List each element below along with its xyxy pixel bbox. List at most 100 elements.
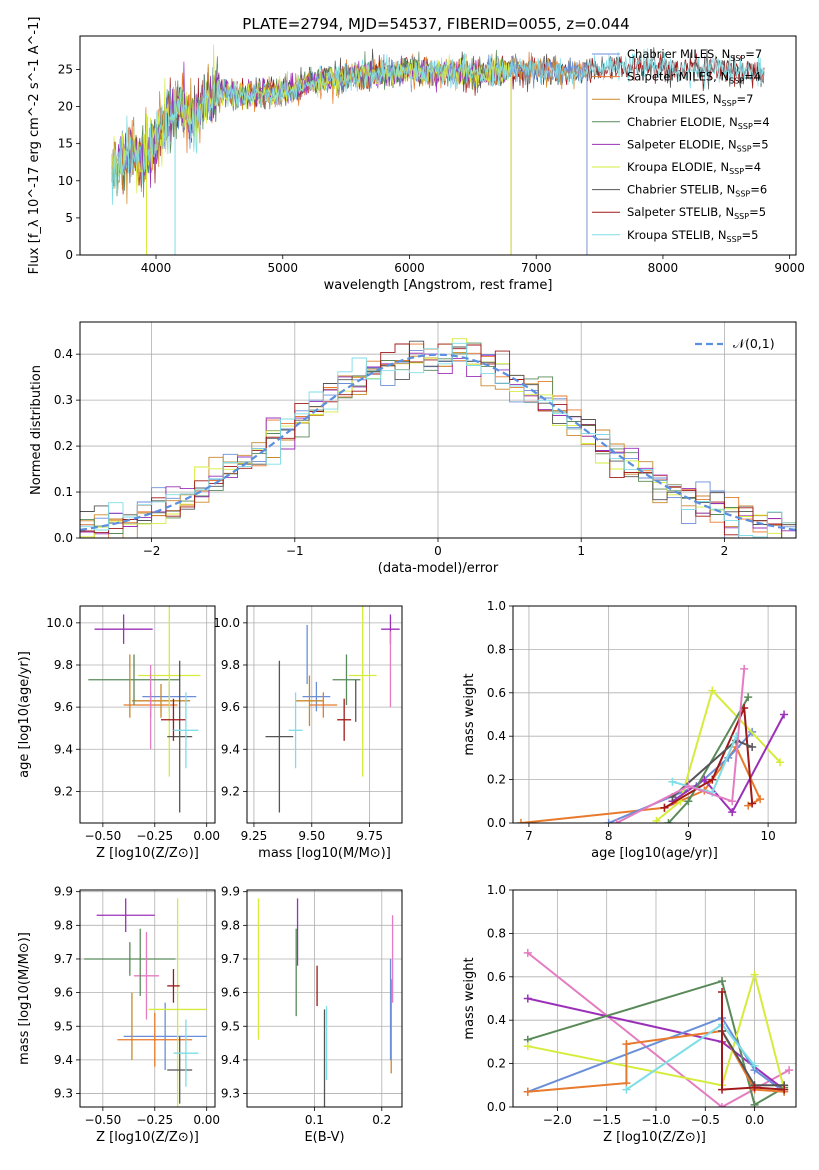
- x-tick-label: −1: [286, 544, 304, 558]
- y-tick-label: 0.8: [487, 642, 506, 656]
- y-axis-label: Normed distribution: [29, 365, 44, 495]
- y-tick-label: 0.0: [487, 816, 506, 830]
- weight-marker: [744, 693, 753, 702]
- y-tick-label: 9.5: [54, 1019, 73, 1033]
- axes-age_vs_Z: −0.50 −0.25 0.00 9.2 9.4 9.6 9.8 10.0 Z [log10(Z…: [17, 605, 220, 861]
- y-tick-label: 0: [65, 248, 73, 262]
- x-axis-label: age [log10(age/yr)]: [591, 846, 718, 861]
- y-axis-label: Flux [f_λ 10^-17 erg cm^-2 s^-1 A^-1]: [27, 17, 42, 275]
- weight-marker: [516, 819, 525, 823]
- x-tick-label: 9.25: [241, 829, 268, 843]
- y-tick-label: 9.6: [54, 986, 73, 1000]
- weight-marker: [523, 1042, 532, 1051]
- y-tick-label: 0.1: [54, 485, 73, 499]
- error-bar-point: [167, 660, 193, 813]
- y-tick-label: 0.4: [54, 347, 73, 361]
- error-bar-point: [161, 698, 186, 741]
- plot-area: [88, 606, 201, 813]
- normal-curve: [80, 353, 796, 531]
- error-bar-point: [167, 969, 180, 1003]
- plot-area: [111, 44, 765, 255]
- legend-label: Salpeter ELODIE, NSSP=5: [627, 137, 769, 153]
- weight-marker: [684, 782, 693, 791]
- x-tick-label: −0.25: [136, 829, 173, 843]
- x-axis-label: (data-model)/error: [378, 561, 499, 576]
- y-tick-label: 5: [65, 211, 73, 225]
- weight-marker: [748, 743, 757, 752]
- weight-marker: [664, 819, 673, 823]
- y-tick-label: 9.8: [221, 658, 240, 672]
- x-tick-label: −0.50: [84, 1113, 121, 1127]
- error-bar-point: [138, 606, 201, 777]
- x-tick-label: −1.5: [592, 1113, 621, 1127]
- error-bar-point: [117, 1012, 193, 1067]
- weight-line: [721, 992, 785, 1091]
- y-tick-label: 9.9: [221, 885, 240, 899]
- weight-marker: [748, 799, 757, 808]
- plot-area: [516, 664, 789, 823]
- weight-marker: [604, 819, 613, 823]
- error-bar-point: [309, 692, 338, 718]
- y-tick-label: 9.8: [54, 658, 73, 672]
- x-tick-label: 7: [525, 829, 533, 843]
- x-axis-label: mass [log10(M/M⊙)]: [258, 846, 391, 861]
- x-tick-label: −0.25: [136, 1113, 173, 1127]
- y-tick-label: 9.6: [221, 986, 240, 1000]
- weight-marker: [728, 797, 737, 806]
- x-axis-label: Z [log10(Z/Z⊙)]: [96, 846, 199, 861]
- axes-frame: [79, 321, 797, 539]
- weight-marker: [612, 819, 621, 823]
- error-bar-point: [173, 1019, 199, 1087]
- x-tick-label: 10: [760, 829, 775, 843]
- y-tick-label: 9.3: [54, 1087, 73, 1101]
- axes-frame: [246, 889, 403, 1108]
- weight-marker: [622, 1040, 631, 1049]
- weight-marker: [718, 987, 727, 996]
- y-tick-label: 9.4: [221, 1053, 240, 1067]
- y-tick-label: 9.5: [221, 1019, 240, 1033]
- x-tick-label: 6000: [394, 261, 425, 275]
- weight-marker: [718, 977, 727, 986]
- error-bar-point: [94, 614, 153, 644]
- weight-marker: [523, 994, 532, 1003]
- legend-label: Chabrier ELODIE, NSSP=4: [627, 115, 770, 131]
- axes-frame: [512, 889, 797, 1108]
- y-tick-label: 9.4: [54, 742, 73, 756]
- weight-line: [527, 952, 790, 1107]
- x-axis-label: Z [log10(Z/Z⊙)]: [603, 1130, 706, 1145]
- y-tick-label: 20: [58, 100, 73, 114]
- plot-area: [84, 898, 207, 1107]
- x-axis-label: Z [log10(Z/Z⊙)]: [96, 1130, 199, 1145]
- legend-label: Chabrier STELIB, NSSP=6: [627, 183, 767, 199]
- weight-line: [616, 668, 746, 823]
- x-tick-label: 5000: [267, 261, 298, 275]
- error-bar-point: [265, 660, 294, 813]
- x-tick-label: −1.0: [641, 1113, 670, 1127]
- error-bar-point: [84, 942, 176, 976]
- y-tick-label: 9.7: [221, 952, 240, 966]
- legend-label: Salpeter STELIB, NSSP=5: [627, 205, 766, 221]
- legend-label: Kroupa ELODIE, NSSP=4: [627, 160, 761, 176]
- legend-label: Kroupa MILES, NSSP=7: [627, 92, 753, 108]
- error-bar-point: [295, 675, 324, 727]
- weight-marker: [708, 686, 717, 695]
- y-tick-label: 0.2: [487, 773, 506, 787]
- error-bar-point: [348, 606, 377, 777]
- weight-marker: [718, 1103, 727, 1107]
- x-axis-label: E(B-V): [304, 1130, 344, 1145]
- x-tick-label: 9000: [774, 261, 805, 275]
- legend-label: Kroupa STELIB, NSSP=5: [627, 228, 758, 244]
- x-tick-label: 8000: [648, 261, 679, 275]
- spectrum-line: [111, 44, 512, 255]
- error-bar-point: [123, 1002, 207, 1070]
- error-bar-point: [148, 898, 207, 1107]
- x-tick-label: 2: [721, 544, 729, 558]
- weight-marker: [728, 808, 737, 817]
- axes-mass_vs_Z: −0.50 −0.25 0.00 9.3 9.4 9.5 9.6 9.7 9.8 9.9 Z [lo…: [17, 885, 220, 1145]
- y-tick-label: 9.7: [54, 952, 73, 966]
- plot-area: [265, 606, 400, 813]
- error-bar-point: [288, 692, 303, 769]
- y-tick-label: 1.0: [487, 883, 506, 897]
- x-tick-label: −0.5: [691, 1113, 720, 1127]
